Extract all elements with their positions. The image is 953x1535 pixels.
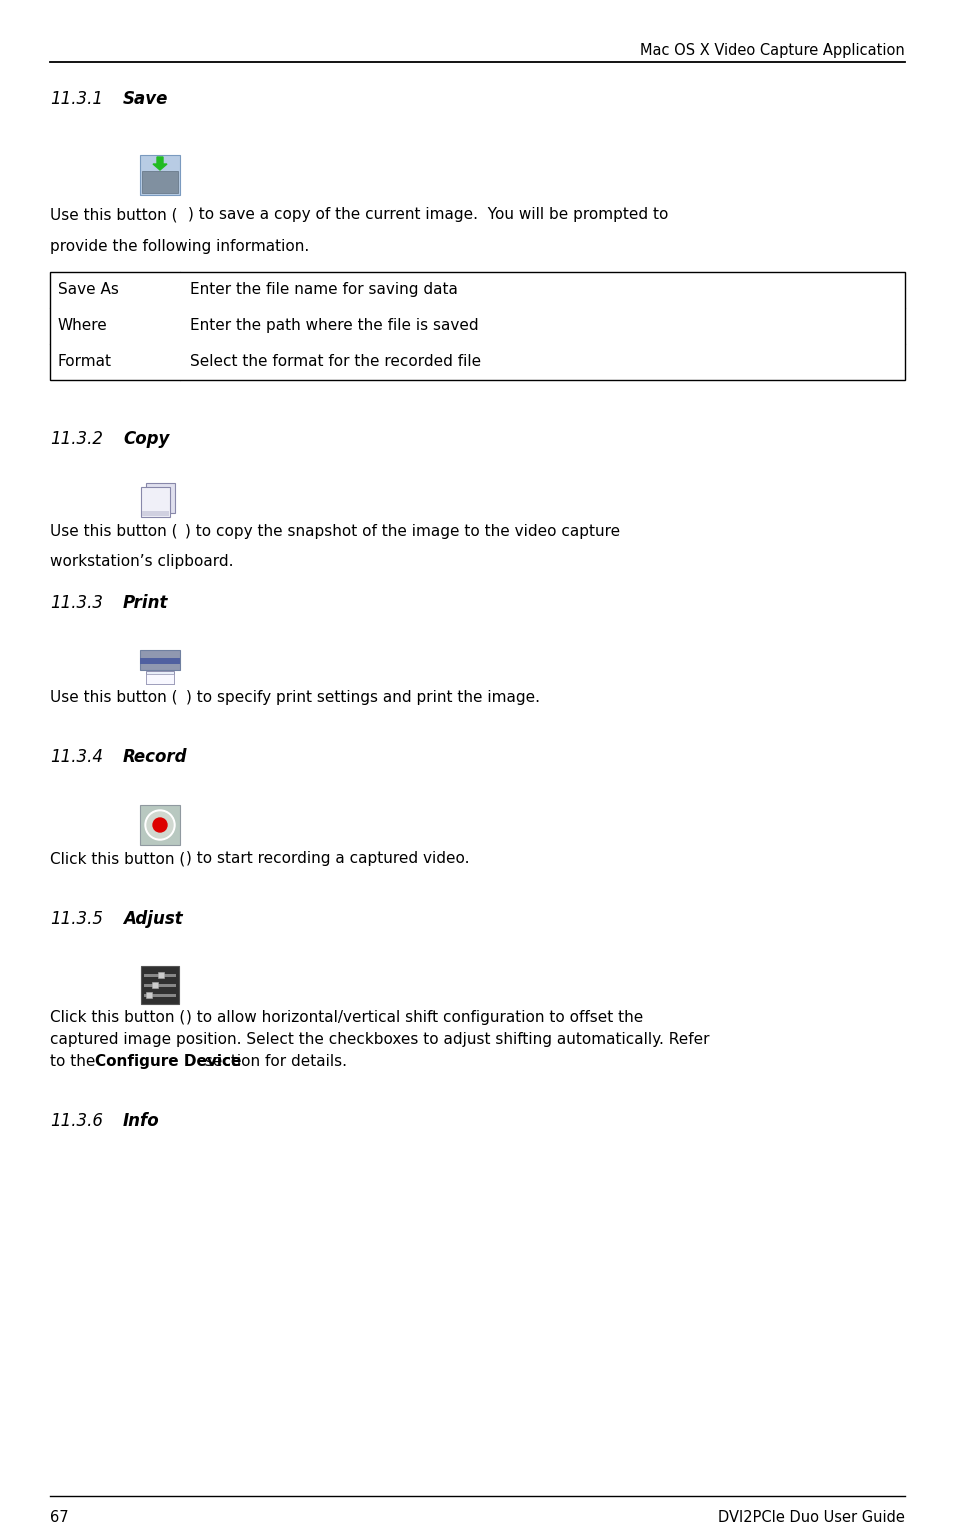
Text: ) to specify print settings and print the image.: ) to specify print settings and print th… [186,691,539,705]
Text: 11.3.1: 11.3.1 [50,91,103,107]
Bar [140,155,180,195]
Text: ) to save a copy of the current image.  You will be prompted to: ) to save a copy of the current image. Y… [188,207,668,223]
Polygon shape [152,157,167,170]
Text: Info: Info [123,1111,159,1130]
Text: 11.3.2: 11.3.2 [50,430,103,448]
Bar [141,487,170,517]
Bar [152,982,158,989]
Text: Format: Format [58,355,112,368]
Circle shape [145,810,174,840]
Text: 67: 67 [50,1510,69,1524]
Text: section for details.: section for details. [200,1055,347,1068]
Bar [50,272,904,381]
Text: Use this button (: Use this button ( [50,691,177,705]
Bar [140,659,180,665]
Text: provide the following information.: provide the following information. [50,239,309,253]
Text: Use this button (: Use this button ( [50,207,177,223]
Text: to the: to the [50,1055,100,1068]
Text: 11.3.3: 11.3.3 [50,594,103,612]
Bar [140,804,180,844]
Text: Record: Record [123,748,188,766]
Text: 11.3.4: 11.3.4 [50,748,103,766]
Bar [144,984,175,987]
Bar [146,992,152,998]
Bar [142,511,169,516]
Text: Where: Where [58,318,108,333]
Text: Save As: Save As [58,282,119,296]
Text: Configure Device: Configure Device [95,1055,241,1068]
Text: 11.3.5: 11.3.5 [50,910,103,929]
Bar [141,966,179,1004]
Text: workstation’s clipboard.: workstation’s clipboard. [50,554,233,569]
Text: ) to copy the snapshot of the image to the video capture: ) to copy the snapshot of the image to t… [185,523,619,539]
Bar [144,993,175,996]
Text: 11.3.6: 11.3.6 [50,1111,103,1130]
Circle shape [147,812,172,838]
Text: Mac OS X Video Capture Application: Mac OS X Video Capture Application [639,43,904,58]
Text: Save: Save [123,91,168,107]
Text: Enter the path where the file is saved: Enter the path where the file is saved [190,318,478,333]
Text: ) to start recording a captured video.: ) to start recording a captured video. [186,850,469,866]
Text: Print: Print [123,594,169,612]
Bar [140,649,180,669]
Bar [142,170,178,193]
Bar [144,973,175,976]
Circle shape [152,818,167,832]
Bar [158,972,164,978]
Text: Enter the file name for saving data: Enter the file name for saving data [190,282,457,296]
Text: Adjust: Adjust [123,910,183,929]
Text: DVI2PCIe Duo User Guide: DVI2PCIe Duo User Guide [718,1510,904,1524]
Text: Use this button (: Use this button ( [50,523,177,539]
Text: Click this button (: Click this button ( [50,850,185,866]
Bar [146,674,173,685]
Bar [146,671,173,685]
Text: Copy: Copy [123,430,170,448]
Bar [146,484,174,513]
Text: Click this button (: Click this button ( [50,1010,185,1025]
Text: ) to allow horizontal/vertical shift configuration to offset the: ) to allow horizontal/vertical shift con… [186,1010,642,1025]
Text: captured image position. Select the checkboxes to adjust shifting automatically.: captured image position. Select the chec… [50,1032,709,1047]
Text: Select the format for the recorded file: Select the format for the recorded file [190,355,480,368]
